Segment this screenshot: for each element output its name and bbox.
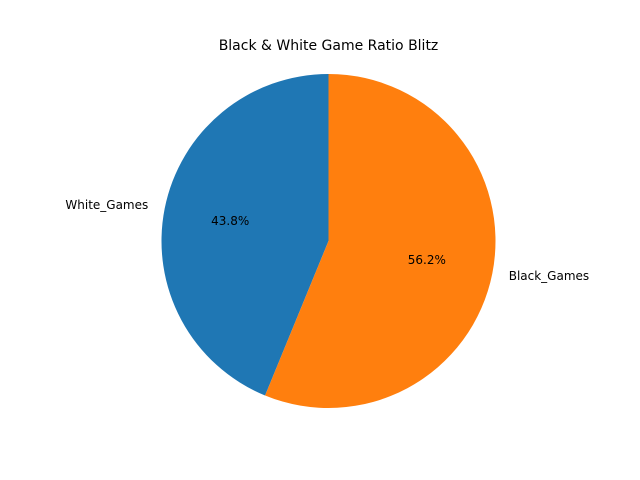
slice-label-black-games: Black_Games bbox=[509, 269, 589, 283]
pie-labels: White_Games 43.8% Black_Games 56.2% bbox=[65, 198, 589, 283]
chart-title: Black & White Game Ratio Blitz bbox=[219, 38, 439, 54]
pie-slice-white-games bbox=[161, 74, 329, 396]
pie-slice-black-games bbox=[265, 74, 496, 408]
slice-percent-black-games: 56.2% bbox=[408, 253, 446, 267]
slice-percent-white-games: 43.8% bbox=[211, 214, 249, 228]
pie-slices bbox=[161, 74, 496, 408]
slice-label-white-games: White_Games bbox=[65, 198, 148, 212]
